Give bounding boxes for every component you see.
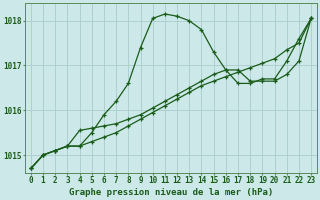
X-axis label: Graphe pression niveau de la mer (hPa): Graphe pression niveau de la mer (hPa)	[69, 188, 273, 197]
